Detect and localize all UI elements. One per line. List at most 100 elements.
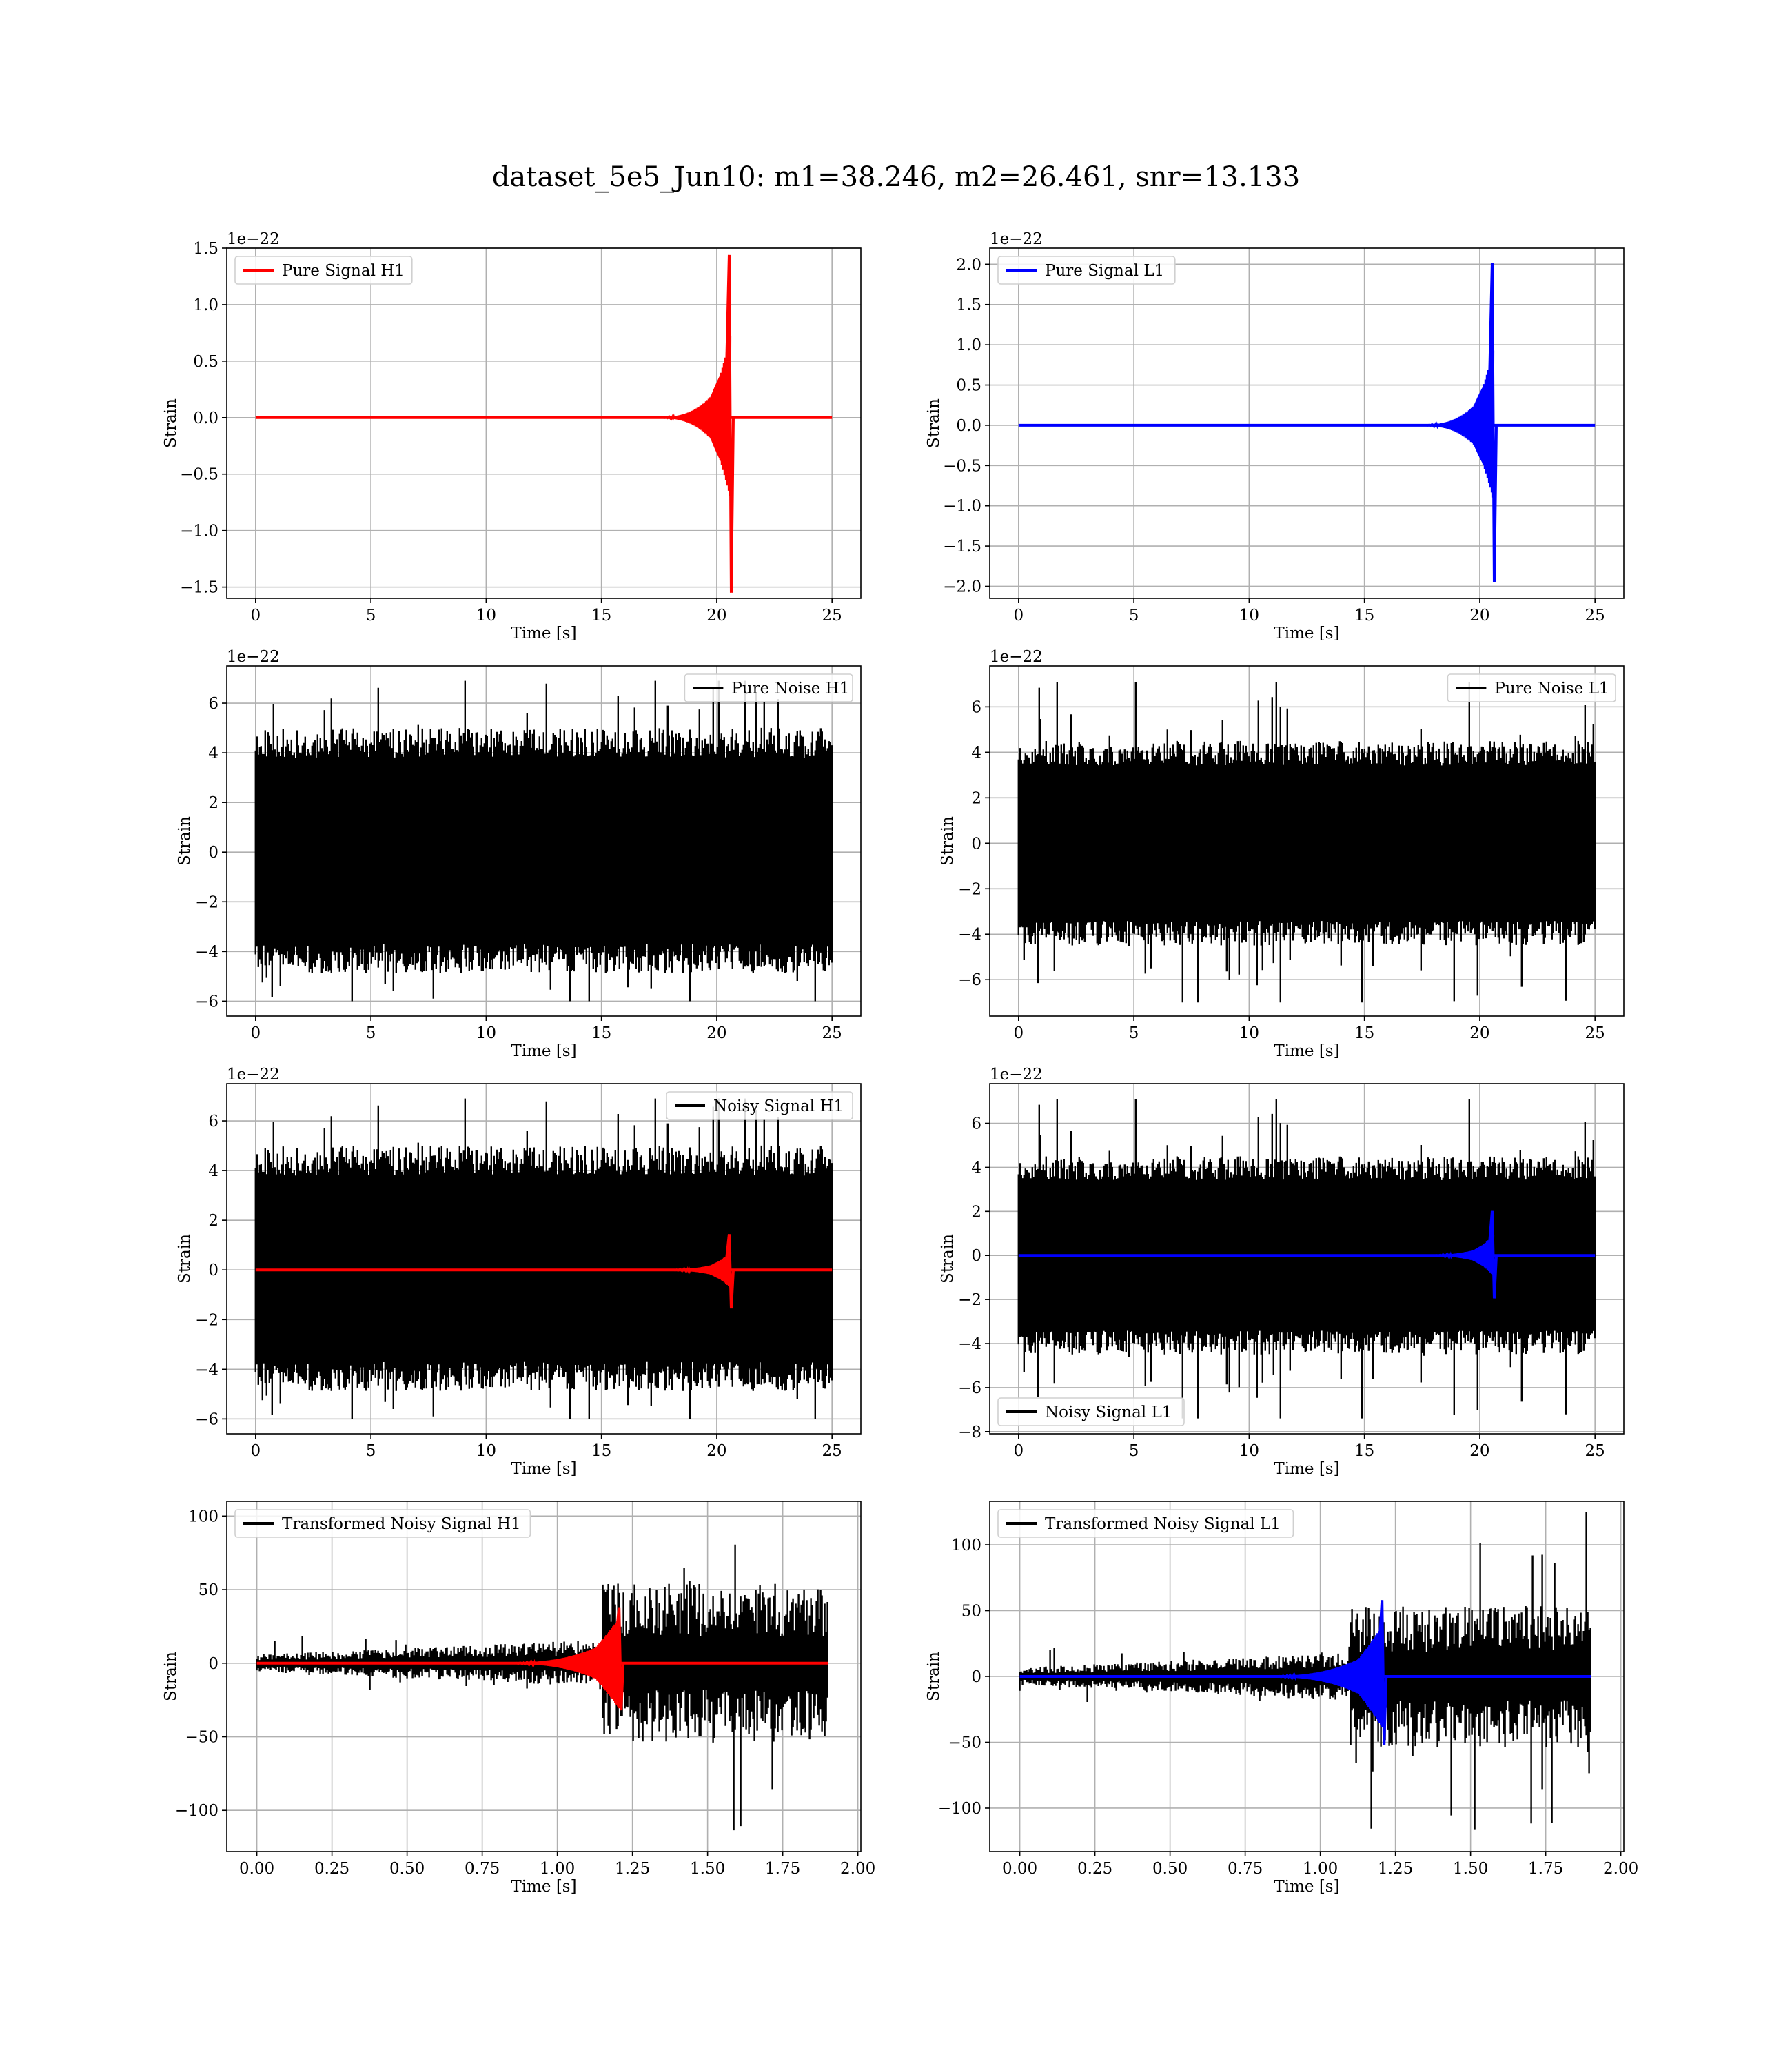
y-axis-label: Strain	[925, 398, 943, 448]
y-tick-label: 0.0	[956, 417, 981, 435]
x-tick-label: 15	[591, 1024, 611, 1042]
noise-trace	[1017, 682, 1596, 1003]
y-tick-label: −2	[958, 1291, 981, 1309]
axes-frame	[989, 247, 1625, 599]
x-tick-label: 1.75	[765, 1860, 800, 1878]
y-tick-label: 6	[208, 695, 218, 713]
subplot-noisy-signal-l1: 0 5 10 15 20 25 −8 −6 −4 −2 0 2 4 6 Time [s] Strain 1e−2…	[939, 1066, 1625, 1478]
x-axis-label: Time [s]	[1274, 1878, 1339, 1896]
y-tick-label: 6	[208, 1113, 218, 1131]
x-tick-label: 15	[591, 607, 611, 625]
x-tick-label: 1.25	[615, 1860, 650, 1878]
legend-label: Transformed Noisy Signal L1	[1045, 1515, 1281, 1533]
plot-area	[254, 1098, 833, 1419]
legend-box	[997, 256, 1176, 285]
x-tick-label: 25	[1585, 1024, 1605, 1042]
subplot-pure-signal-l1: 0 5 10 15 20 25 −2.0 −1.5 −1.0 −0.5 0.0 0.5 1.0 1.5 2.…	[925, 230, 1625, 642]
axis-offset-label: 1e−22	[227, 648, 280, 666]
y-tick-label: −6	[195, 993, 218, 1011]
x-tick-label: 1.50	[1453, 1860, 1488, 1878]
y-tick-label: 0.5	[956, 377, 981, 395]
axis-offset-label: 1e−22	[227, 230, 280, 248]
signal-ringdown	[1465, 1241, 1494, 1270]
y-tick-label: 1.0	[193, 296, 218, 314]
y-tick-label: −50	[948, 1734, 981, 1752]
x-axis-label: Time [s]	[511, 625, 576, 642]
x-tick-label: 0	[250, 1024, 261, 1042]
x-tick-label: 0.25	[314, 1860, 349, 1878]
x-tick-label: 25	[1585, 607, 1605, 625]
signal-ringdown	[1356, 1640, 1384, 1713]
legend-label: Transformed Noisy Signal H1	[282, 1515, 521, 1533]
x-tick-label: 25	[822, 1442, 842, 1460]
y-tick-label: 0	[971, 1668, 981, 1686]
y-axis-label: Strain	[939, 1234, 957, 1284]
y-tick-label: −2	[958, 880, 981, 898]
x-tick-label: 25	[822, 1024, 842, 1042]
y-tick-label: 2	[971, 789, 981, 807]
x-tick-label: 20	[1469, 1024, 1489, 1042]
y-tick-label: −0.5	[943, 457, 981, 475]
axes-frame	[226, 665, 862, 1017]
subplot-transformed-noisy-signal-h1: 0.00 0.25 0.50 0.75 1.00 1.25 1.50 1.75 2.00 −100…	[162, 1501, 875, 1896]
y-tick-label: 4	[971, 744, 981, 762]
x-tick-label: 1.00	[540, 1860, 575, 1878]
legend: Noisy Signal L1	[997, 1397, 1185, 1426]
x-tick-label: 0.50	[1152, 1860, 1188, 1878]
y-tick-label: −1.5	[180, 579, 218, 597]
x-tick-label: 0	[250, 1442, 261, 1460]
subplot-pure-noise-h1: 0 5 10 15 20 25 −6 −4 −2 0 2 4 6 Time [s] Strain 1e−22 P…	[176, 648, 862, 1060]
y-tick-label: 50	[198, 1581, 218, 1599]
y-tick-label: 1.5	[956, 296, 981, 314]
plot-area	[254, 680, 833, 1002]
x-tick-label: 1.00	[1303, 1860, 1338, 1878]
x-tick-label: 1.50	[690, 1860, 725, 1878]
y-tick-label: −2	[195, 1311, 218, 1329]
y-tick-label: 4	[971, 1159, 981, 1177]
x-tick-label: 5	[1129, 1024, 1139, 1042]
y-tick-label: 4	[208, 1162, 218, 1180]
legend-box	[1447, 673, 1616, 702]
x-axis-label: Time [s]	[1274, 1460, 1339, 1478]
x-tick-label: 25	[1585, 1442, 1605, 1460]
y-tick-label: 0.5	[193, 353, 218, 371]
y-axis-label: Strain	[176, 1234, 194, 1284]
x-tick-label: 25	[822, 607, 842, 625]
legend: Transformed Noisy Signal L1	[997, 1509, 1294, 1538]
x-tick-label: 10	[1239, 1442, 1259, 1460]
y-tick-label: −50	[185, 1729, 218, 1747]
plot-area	[1019, 1512, 1591, 1830]
axes-frame	[226, 247, 862, 599]
y-axis-label: Strain	[162, 398, 180, 448]
x-tick-label: 10	[1239, 1024, 1259, 1042]
axis-offset-label: 1e−22	[227, 1066, 280, 1084]
x-tick-label: 20	[706, 1442, 726, 1460]
plot-area	[1017, 1099, 1596, 1419]
y-tick-label: 0	[208, 1655, 218, 1673]
x-tick-label: 1.75	[1528, 1860, 1563, 1878]
signal-ringdown	[702, 361, 731, 474]
x-tick-label: 5	[366, 607, 376, 625]
y-tick-label: −2	[195, 893, 218, 911]
x-tick-label: 5	[366, 1024, 376, 1042]
legend: Pure Noise L1	[1447, 673, 1616, 702]
signal-ringdown	[593, 1630, 621, 1696]
legend-box	[234, 1509, 531, 1538]
legend-label: Noisy Signal H1	[713, 1097, 844, 1115]
legend-label: Pure Signal H1	[282, 262, 405, 280]
x-tick-label: 0.00	[239, 1860, 274, 1878]
y-tick-label: −1.0	[943, 498, 981, 516]
y-tick-label: 0	[971, 1247, 981, 1265]
legend-box	[666, 1091, 853, 1120]
x-tick-label: 5	[1129, 1442, 1139, 1460]
y-tick-label: −4	[958, 926, 981, 944]
legend-label: Pure Noise H1	[731, 680, 849, 698]
subplot-noisy-signal-h1: 0 5 10 15 20 25 −6 −4 −2 0 2 4 6 Time [s] Strain 1e−22 N…	[176, 1066, 862, 1478]
x-tick-label: 10	[476, 1442, 496, 1460]
legend-box	[997, 1397, 1185, 1426]
x-tick-label: 20	[1469, 607, 1489, 625]
y-tick-label: −4	[958, 1335, 981, 1353]
y-tick-label: 0.0	[193, 409, 218, 427]
